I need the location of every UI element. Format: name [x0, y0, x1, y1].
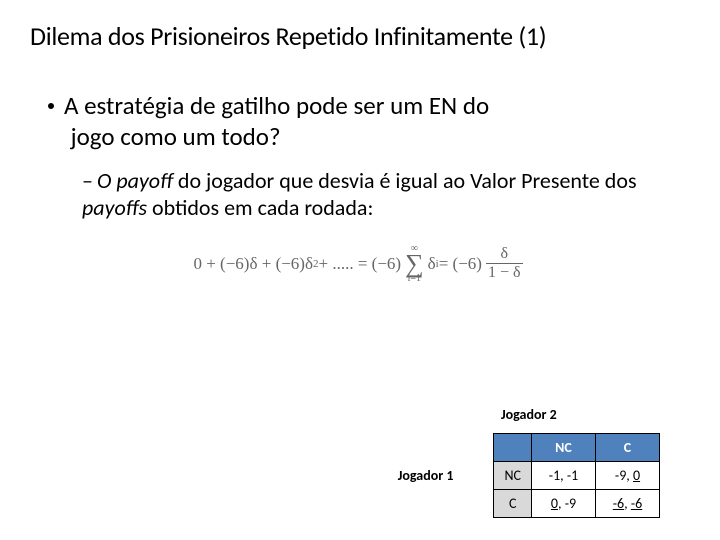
payoff-matrix-area: Jogador 2 Jogador 1 NC C NC -1, -1 -9, 0…: [398, 406, 660, 518]
formula: 0 + (−6)δ + (−6)δ2 + ..... = (−6) ∞ ∑ i=…: [30, 244, 690, 285]
corner-cell: [494, 434, 532, 462]
row-nc: NC: [494, 462, 532, 490]
frac-top: δ: [498, 246, 510, 262]
b2-it2: payoffs: [82, 194, 147, 221]
b2-mid: do jogador que desvia é igual ao Valor P…: [173, 167, 637, 194]
player1-label: Jogador 1: [398, 467, 454, 484]
cell-c-c: -6, -6: [596, 490, 660, 518]
b2-pre: O: [97, 167, 116, 194]
bullet1-line2: jogo como um todo?: [71, 121, 281, 152]
f-delta: δ: [428, 254, 436, 274]
frac-bot: 1 − δ: [486, 265, 523, 281]
payoff-table: NC C NC -1, -1 -9, 0 C 0, -9 -6, -6: [493, 433, 660, 518]
cell-c-nc: 0, -9: [532, 490, 596, 518]
sigma-icon: ∞ ∑ i=1: [405, 244, 424, 285]
bullet-level1: A estratégia de gatilho pode ser um EN d…: [48, 90, 690, 153]
dash-icon: –: [82, 167, 93, 194]
f-lhs-a: 0 + (−6)δ + (−6)δ: [193, 254, 313, 274]
fraction: δ 1 − δ: [486, 246, 523, 281]
player2-label: Jogador 2: [501, 406, 557, 423]
bullet1-line1: A estratégia de gatilho pode ser um EN d…: [64, 90, 489, 121]
slide-title: Dilema dos Prisioneiros Repetido Infinit…: [30, 20, 690, 52]
b2-it1: payoff: [116, 167, 173, 194]
cell-nc-nc: -1, -1: [532, 462, 596, 490]
sum-bot: i=1: [408, 274, 421, 284]
col-nc: NC: [532, 434, 596, 462]
col-c: C: [596, 434, 660, 462]
f-lhs-b: + ..... = (−6): [318, 254, 401, 274]
f-eq: = (−6): [439, 254, 482, 274]
row-c: C: [494, 490, 532, 518]
bullet-dot: [48, 103, 54, 109]
bullet-level2: –O payoff do jogador que desvia é igual …: [82, 167, 690, 222]
b2-post: obtidos em cada rodada:: [147, 194, 373, 221]
cell-nc-c: -9, 0: [596, 462, 660, 490]
